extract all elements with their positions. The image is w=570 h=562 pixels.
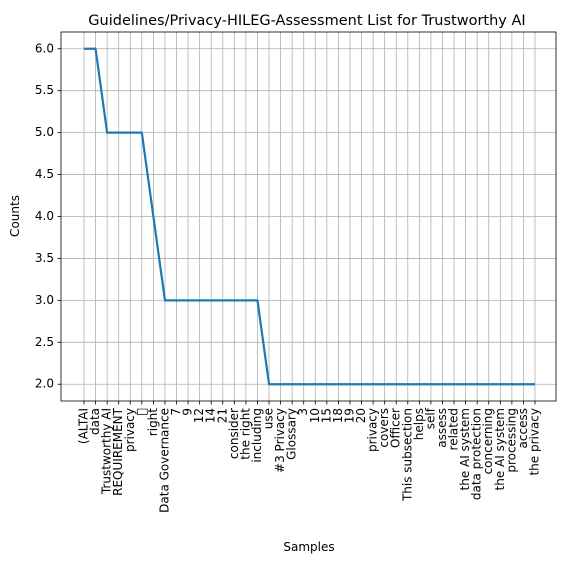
y-tick-label: 3.5 — [35, 251, 54, 265]
plot-frame — [60, 31, 557, 402]
x-tick-label: Glossary — [285, 408, 299, 460]
x-tick-label: Officer — [389, 408, 403, 448]
x-tick-label: #3 Privacy — [273, 408, 287, 473]
series-line — [84, 47, 535, 386]
x-tick-label: use — [262, 408, 276, 429]
x-tick-label: 15 — [319, 408, 333, 423]
y-tick-label: 4.5 — [35, 167, 54, 181]
x-tick-label: access — [516, 408, 530, 448]
y-tick-label: 4.0 — [35, 209, 54, 223]
y-tick-label: 2.0 — [35, 377, 54, 391]
x-tick-label: covers — [377, 408, 391, 448]
y-tick-label: 5.5 — [35, 83, 54, 97]
x-tick-label: related — [447, 408, 461, 450]
x-tick-label: assess — [435, 408, 449, 448]
x-tick-label: self — [423, 407, 437, 429]
y-axis: 2.0 2.5 3.0 3.5 4.0 4.5 5.0 5.5 6.0 — [35, 41, 61, 391]
x-tick-label: consider — [227, 408, 241, 459]
x-tick-label: 20 — [354, 408, 368, 423]
x-tick-label: 3 — [296, 408, 310, 416]
x-tick-label: helps — [412, 408, 426, 440]
y-tick-label: 6.0 — [35, 41, 54, 55]
x-tick-label: 10 — [308, 408, 322, 423]
x-tick-label:  — [134, 408, 148, 415]
x-tick-label: the privacy — [528, 408, 542, 476]
x-axis-label: Samples — [283, 540, 334, 554]
y-axis-label: Counts — [8, 195, 22, 237]
x-tick-label: 9 — [181, 408, 195, 416]
x-tick-label: REQUIREMENT — [111, 407, 125, 496]
x-tick-label: privacy — [123, 408, 137, 452]
x-tick-label: 12 — [192, 408, 206, 423]
x-tick-label: 18 — [331, 408, 345, 423]
x-tick-label: data protection — [470, 408, 484, 500]
x-tick-label: data — [88, 408, 102, 435]
y-tick-label: 5.0 — [35, 125, 54, 139]
x-tick-label: processing — [504, 408, 518, 473]
x-tick-label: Trustworthy AI — [100, 408, 114, 495]
y-tick-label: 2.5 — [35, 335, 54, 349]
chart-title: Guidelines/Privacy-HILEG-Assessment List… — [88, 13, 525, 29]
x-tick-label: the right — [238, 408, 252, 460]
x-tick-label: 19 — [342, 408, 356, 423]
y-tick-label: 3.0 — [35, 293, 54, 307]
x-tick-label: concerning — [481, 408, 495, 474]
x-tick-label: 7 — [169, 408, 183, 416]
x-tick-label: privacy — [366, 408, 380, 452]
x-tick-label: 14 — [204, 408, 218, 423]
x-tick-label: the AI system — [493, 408, 507, 490]
x-tick-label: the AI system — [458, 408, 472, 490]
x-tick-label: (ALTAI — [77, 408, 91, 444]
x-tick-label: including — [250, 408, 264, 463]
x-tick-label: Data Governance — [157, 408, 171, 513]
x-tick-label: right — [146, 408, 160, 436]
x-tick-label: This subsection — [400, 408, 414, 502]
grid — [61, 32, 556, 401]
x-tick-label: 21 — [215, 408, 229, 423]
